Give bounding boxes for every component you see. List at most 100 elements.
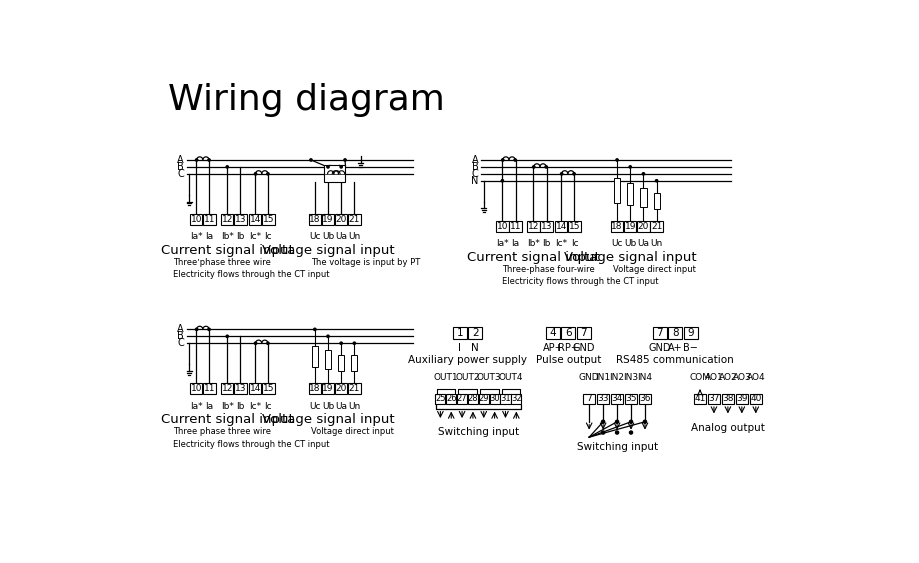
Text: C: C <box>177 338 184 348</box>
Text: N: N <box>471 176 479 186</box>
Circle shape <box>602 420 605 423</box>
Text: Ua: Ua <box>638 239 650 248</box>
Bar <box>540 221 552 231</box>
Text: Ib*: Ib* <box>221 402 233 411</box>
Circle shape <box>545 166 548 168</box>
Circle shape <box>533 166 535 168</box>
Text: 10: 10 <box>190 215 202 224</box>
Bar <box>750 394 762 404</box>
Text: OUT3: OUT3 <box>477 373 502 382</box>
Circle shape <box>327 335 329 337</box>
Circle shape <box>226 335 229 337</box>
Text: 26: 26 <box>446 394 457 403</box>
Text: RS485 communication: RS485 communication <box>617 355 734 365</box>
Bar <box>234 383 246 394</box>
Bar <box>469 327 482 339</box>
Circle shape <box>514 159 516 161</box>
Circle shape <box>573 173 575 175</box>
Text: 12: 12 <box>528 222 539 231</box>
Bar <box>351 355 357 371</box>
Text: 21: 21 <box>651 222 663 231</box>
Text: 19: 19 <box>323 215 334 224</box>
Bar <box>735 394 748 404</box>
Text: Analog output: Analog output <box>691 422 765 432</box>
Text: 11: 11 <box>204 384 215 393</box>
Text: Un: Un <box>348 233 360 242</box>
Text: 14: 14 <box>249 215 261 224</box>
Text: 32: 32 <box>511 394 522 403</box>
Text: 7: 7 <box>586 394 592 403</box>
Text: 37: 37 <box>709 394 720 403</box>
Text: 12: 12 <box>221 384 233 393</box>
Text: B−: B− <box>683 343 698 353</box>
Bar <box>583 394 596 404</box>
Text: 13: 13 <box>234 215 246 224</box>
Text: Uc: Uc <box>309 233 321 242</box>
Bar <box>322 214 335 225</box>
Text: 1: 1 <box>457 328 463 338</box>
Bar <box>468 394 478 404</box>
Text: 2: 2 <box>472 328 479 338</box>
Text: AO3: AO3 <box>732 373 751 382</box>
Text: Ua: Ua <box>335 233 347 242</box>
Bar <box>249 383 261 394</box>
Circle shape <box>310 159 312 161</box>
Circle shape <box>630 420 632 423</box>
Circle shape <box>602 431 605 434</box>
Text: Ic*: Ic* <box>249 402 261 411</box>
Text: Ib*: Ib* <box>527 239 539 248</box>
Text: Wiring diagram: Wiring diagram <box>167 83 445 117</box>
Bar <box>234 214 246 225</box>
Text: 27: 27 <box>457 394 468 403</box>
Text: 21: 21 <box>348 384 360 393</box>
Bar <box>348 383 360 394</box>
Bar <box>436 394 446 404</box>
Bar <box>625 394 637 404</box>
Circle shape <box>502 159 504 161</box>
Text: IN4: IN4 <box>638 373 652 382</box>
Text: Ia: Ia <box>512 239 519 248</box>
Text: 34: 34 <box>611 394 623 403</box>
Text: 30: 30 <box>489 394 500 403</box>
Text: Ic: Ic <box>571 239 578 248</box>
Text: Ub: Ub <box>624 239 636 248</box>
Text: Switching input: Switching input <box>437 427 519 437</box>
Bar <box>249 214 261 225</box>
Text: Ic*: Ic* <box>249 233 261 242</box>
Circle shape <box>616 159 618 161</box>
Text: 10: 10 <box>190 384 202 393</box>
Text: 9: 9 <box>687 328 694 338</box>
Text: 39: 39 <box>736 394 747 403</box>
Text: Voltage signal input: Voltage signal input <box>262 413 394 426</box>
Text: 12: 12 <box>221 215 233 224</box>
Bar <box>348 214 360 225</box>
Bar <box>262 214 275 225</box>
Text: 15: 15 <box>569 222 580 231</box>
Text: Ia: Ia <box>205 402 213 411</box>
Bar <box>511 394 521 404</box>
Circle shape <box>561 173 562 175</box>
Circle shape <box>208 328 210 330</box>
Text: 8: 8 <box>672 328 678 338</box>
Text: 38: 38 <box>722 394 733 403</box>
Text: Ic: Ic <box>265 233 272 242</box>
Bar <box>611 221 623 231</box>
Text: C: C <box>177 169 184 179</box>
Text: 7: 7 <box>656 328 663 338</box>
Text: 25: 25 <box>435 394 446 403</box>
Bar <box>447 394 456 404</box>
Circle shape <box>340 342 343 345</box>
Text: Voltage direct input: Voltage direct input <box>311 427 394 436</box>
Text: Ub: Ub <box>322 233 335 242</box>
Text: 14: 14 <box>249 384 261 393</box>
Circle shape <box>616 431 618 434</box>
Text: B: B <box>471 162 479 172</box>
Circle shape <box>616 420 618 423</box>
Bar <box>501 394 511 404</box>
Circle shape <box>344 159 346 161</box>
Bar <box>637 221 650 231</box>
Bar <box>335 214 347 225</box>
Text: B: B <box>177 331 184 341</box>
Bar <box>562 327 575 339</box>
Text: 36: 36 <box>640 394 651 403</box>
